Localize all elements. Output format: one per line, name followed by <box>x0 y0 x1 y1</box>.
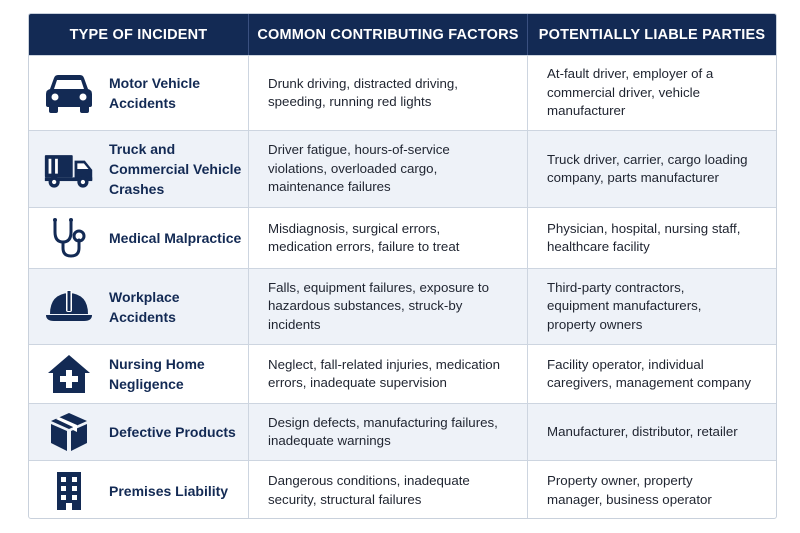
medical-house-icon <box>43 352 95 396</box>
factors-cell: Misdiagnosis, surgical errors, medicatio… <box>248 208 527 268</box>
incident-type-label: Defective Products <box>109 424 236 440</box>
header-type-of-incident: TYPE OF INCIDENT <box>69 26 208 43</box>
factors-cell: Design defects, manufacturing failures, … <box>248 404 527 460</box>
parties-cell: At-fault driver, employer of a commercia… <box>527 56 776 130</box>
incident-type-label: Workplace Accidents <box>109 288 180 325</box>
parties-cell: Property owner, property manager, busine… <box>527 461 776 518</box>
parties-cell: Third-party contractors, equipment manuf… <box>527 269 776 344</box>
hard-hat-icon <box>43 285 95 329</box>
table-row: Workplace Accidents Falls, equipment fai… <box>29 268 776 344</box>
type-cell: Premises Liability <box>29 461 248 518</box>
header-liable-parties: POTENTIALLY LIABLE PARTIES <box>527 14 776 55</box>
parties-cell: Truck driver, carrier, cargo loading com… <box>527 131 776 207</box>
table-row: Premises Liability Dangerous conditions,… <box>29 460 776 518</box>
truck-icon <box>43 147 95 191</box>
table-row: Truck and Commercial Vehicle Crashes Dri… <box>29 130 776 207</box>
table-row: Medical Malpractice Misdiagnosis, surgic… <box>29 207 776 268</box>
incident-type-label: Premises Liability <box>109 482 229 499</box>
type-cell: Motor Vehicle Accidents <box>29 56 248 130</box>
factors-cell: Dangerous conditions, inadequate securit… <box>248 461 527 518</box>
parties-cell: Manufacturer, distributor, retailer <box>527 404 776 460</box>
header-contributing-factors: COMMON CONTRIBUTING FACTORS <box>248 14 527 55</box>
car-icon <box>43 71 95 115</box>
incident-type-label: Nursing Home Negligence <box>109 356 205 392</box>
factors-cell: Falls, equipment failures, exposure to h… <box>248 269 527 344</box>
type-cell: Medical Malpractice <box>29 208 248 268</box>
incident-type-label: Truck and Commercial Vehicle Crashes <box>109 141 242 197</box>
type-cell: Workplace Accidents <box>29 269 248 344</box>
type-cell: Defective Products <box>29 404 248 460</box>
type-cell: Truck and Commercial Vehicle Crashes <box>29 131 248 207</box>
parties-cell: Facility operator, individual caregivers… <box>527 345 776 403</box>
stethoscope-icon <box>43 216 95 260</box>
table-row: Nursing Home Negligence Neglect, fall-re… <box>29 344 776 403</box>
type-cell: Nursing Home Negligence <box>29 345 248 403</box>
factors-cell: Drunk driving, distracted driving, speed… <box>248 56 527 130</box>
box-icon <box>43 410 95 454</box>
table-header: TYPE OF INCIDENT COMMON CONTRIBUTING FAC… <box>29 14 776 55</box>
table-row: Defective Products Design defects, manuf… <box>29 403 776 460</box>
incident-table: TYPE OF INCIDENT COMMON CONTRIBUTING FAC… <box>28 13 777 519</box>
incident-type-label: Motor Vehicle Accidents <box>109 75 201 111</box>
factors-cell: Neglect, fall-related injuries, medicati… <box>248 345 527 403</box>
incident-type-label: Medical Malpractice <box>109 230 242 246</box>
factors-cell: Driver fatigue, hours-of-service violati… <box>248 131 527 207</box>
building-icon <box>43 469 95 513</box>
table-row: Motor Vehicle Accidents Drunk driving, d… <box>29 55 776 130</box>
parties-cell: Physician, hospital, nursing staff, heal… <box>527 208 776 268</box>
